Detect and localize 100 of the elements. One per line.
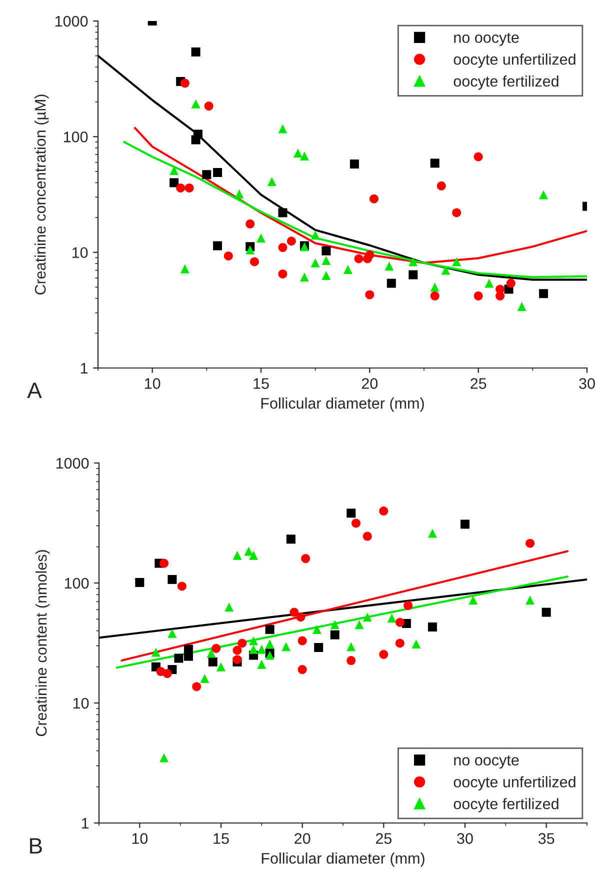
point	[278, 124, 288, 134]
point	[539, 289, 548, 298]
x-tick-label: 35	[538, 833, 554, 844]
point	[278, 269, 288, 278]
point	[200, 674, 210, 684]
point	[441, 266, 450, 275]
point	[474, 152, 483, 162]
point	[395, 638, 404, 648]
y-axis-title: Creatinine concentration (µM)	[34, 94, 49, 294]
point	[180, 264, 190, 274]
point	[300, 152, 309, 161]
point	[286, 236, 296, 246]
point	[404, 600, 413, 610]
point	[430, 291, 440, 300]
point	[430, 158, 440, 168]
point	[184, 652, 193, 661]
x-tick-label: 20	[362, 378, 378, 389]
point	[468, 596, 478, 605]
point	[310, 230, 320, 240]
point	[322, 246, 331, 256]
point	[206, 648, 216, 658]
point	[160, 753, 169, 762]
x-tick-label: 25	[470, 378, 486, 389]
point	[232, 550, 242, 560]
point	[298, 636, 307, 646]
point	[506, 278, 516, 288]
point	[542, 608, 551, 617]
x-axis-title: Follicular diameter (mm)	[262, 852, 424, 867]
point	[322, 256, 331, 265]
point	[213, 241, 222, 250]
x-tick-label: 10	[145, 378, 160, 389]
point	[224, 602, 234, 612]
y-tick-label: 1	[82, 818, 89, 829]
point	[412, 640, 421, 649]
point	[365, 250, 374, 260]
point	[265, 624, 274, 634]
point	[135, 578, 144, 587]
point	[301, 554, 310, 564]
point	[293, 148, 302, 158]
x-tick-label: 10	[132, 833, 148, 844]
point	[249, 550, 258, 560]
y-tick-label: 1000	[55, 16, 88, 27]
point	[330, 630, 340, 640]
point	[246, 219, 255, 228]
point	[312, 624, 322, 634]
x-tick-label: 15	[214, 833, 229, 844]
point	[267, 176, 276, 186]
point	[362, 612, 372, 622]
point	[354, 620, 364, 630]
point	[212, 644, 221, 653]
point	[408, 257, 418, 266]
y-tick-label: 10	[73, 698, 89, 709]
point	[286, 534, 296, 544]
point	[202, 170, 212, 180]
point	[474, 291, 483, 300]
point	[430, 282, 440, 292]
point	[191, 135, 200, 144]
point	[370, 194, 379, 204]
point	[379, 506, 388, 516]
point	[296, 612, 306, 622]
point	[436, 181, 446, 190]
y-tick-label: 1000	[56, 458, 89, 469]
point	[192, 682, 202, 692]
legend-label: no oocyte	[454, 755, 519, 769]
point	[170, 178, 179, 188]
point	[452, 208, 462, 218]
point	[408, 270, 418, 280]
point	[350, 160, 359, 169]
point	[484, 278, 494, 288]
point	[428, 528, 437, 538]
point	[174, 654, 184, 663]
point	[346, 642, 356, 652]
point	[265, 640, 274, 649]
point	[300, 272, 309, 282]
line-series	[134, 126, 587, 264]
point	[387, 614, 396, 623]
point	[314, 643, 324, 652]
point	[162, 669, 172, 678]
x-tick-label: 30	[457, 833, 473, 844]
point	[526, 596, 535, 605]
y-axis-title: Creatinine content (nmoles)	[35, 550, 50, 736]
point	[298, 665, 307, 674]
y-tick-label: 1	[80, 363, 88, 374]
text: B	[30, 838, 42, 854]
point	[330, 620, 340, 630]
y-tick-label: 100	[64, 578, 89, 589]
point	[244, 546, 254, 556]
point	[234, 189, 244, 198]
point	[180, 78, 190, 88]
x-tick-label: 30	[579, 378, 595, 389]
point	[310, 258, 320, 268]
point	[191, 47, 200, 56]
point	[428, 622, 437, 632]
point	[278, 208, 288, 218]
legend-label: oocyte unfertilized	[454, 776, 576, 790]
point	[204, 102, 214, 111]
point	[257, 660, 266, 669]
x-tick-label: 25	[376, 833, 392, 844]
point	[346, 508, 356, 518]
point	[517, 302, 526, 312]
